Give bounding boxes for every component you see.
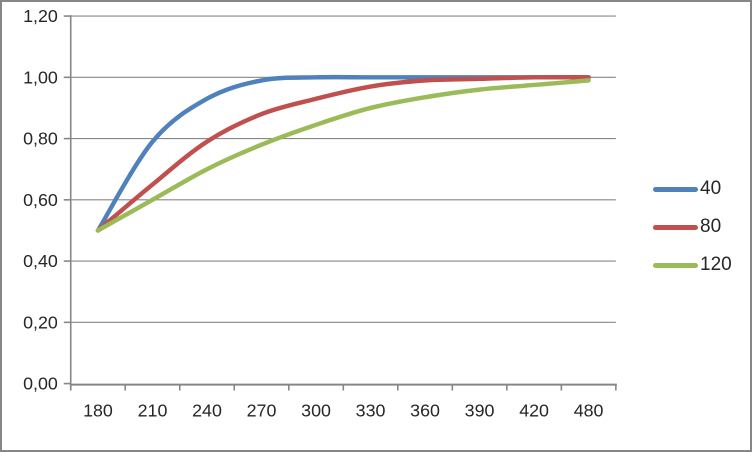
x-tick-label: 210 — [138, 400, 168, 420]
x-tick-label: 180 — [83, 400, 113, 420]
legend-item-40[interactable]: 40 — [653, 177, 732, 201]
legend-label-80: 80 — [700, 216, 722, 237]
legend-item-80[interactable]: 80 — [653, 215, 732, 239]
y-tick-label: 1,20 — [23, 6, 58, 26]
legend-swatch-120 — [653, 262, 698, 268]
x-tick-label: 270 — [247, 400, 277, 420]
x-tick-label: 240 — [192, 400, 222, 420]
legend-item-120[interactable]: 120 — [653, 253, 732, 277]
legend-label-120: 120 — [700, 254, 732, 275]
y-tick-label: 0,20 — [23, 312, 58, 332]
series-line-120[interactable] — [95, 78, 591, 233]
x-tick-label: 420 — [519, 400, 549, 420]
x-tick-label: 480 — [574, 400, 604, 420]
chart-legend: 40 80 120 — [653, 177, 732, 277]
x-tick-label: 360 — [410, 400, 440, 420]
series-line-40[interactable] — [95, 74, 591, 233]
legend-label-40: 40 — [700, 178, 722, 199]
legend-swatch-80 — [653, 224, 698, 230]
y-tick-label: 1,00 — [23, 67, 58, 87]
x-tick-label: 300 — [301, 400, 331, 420]
y-tick-label: 0,80 — [23, 129, 58, 149]
x-tick-label: 390 — [465, 400, 495, 420]
y-tick-label: 0,60 — [23, 190, 58, 210]
series-line-80[interactable] — [95, 74, 591, 233]
legend-swatch-40 — [653, 186, 698, 192]
y-tick-label: 0,40 — [23, 251, 58, 271]
y-tick-label: 0,00 — [23, 374, 58, 394]
x-tick-label: 330 — [356, 400, 386, 420]
